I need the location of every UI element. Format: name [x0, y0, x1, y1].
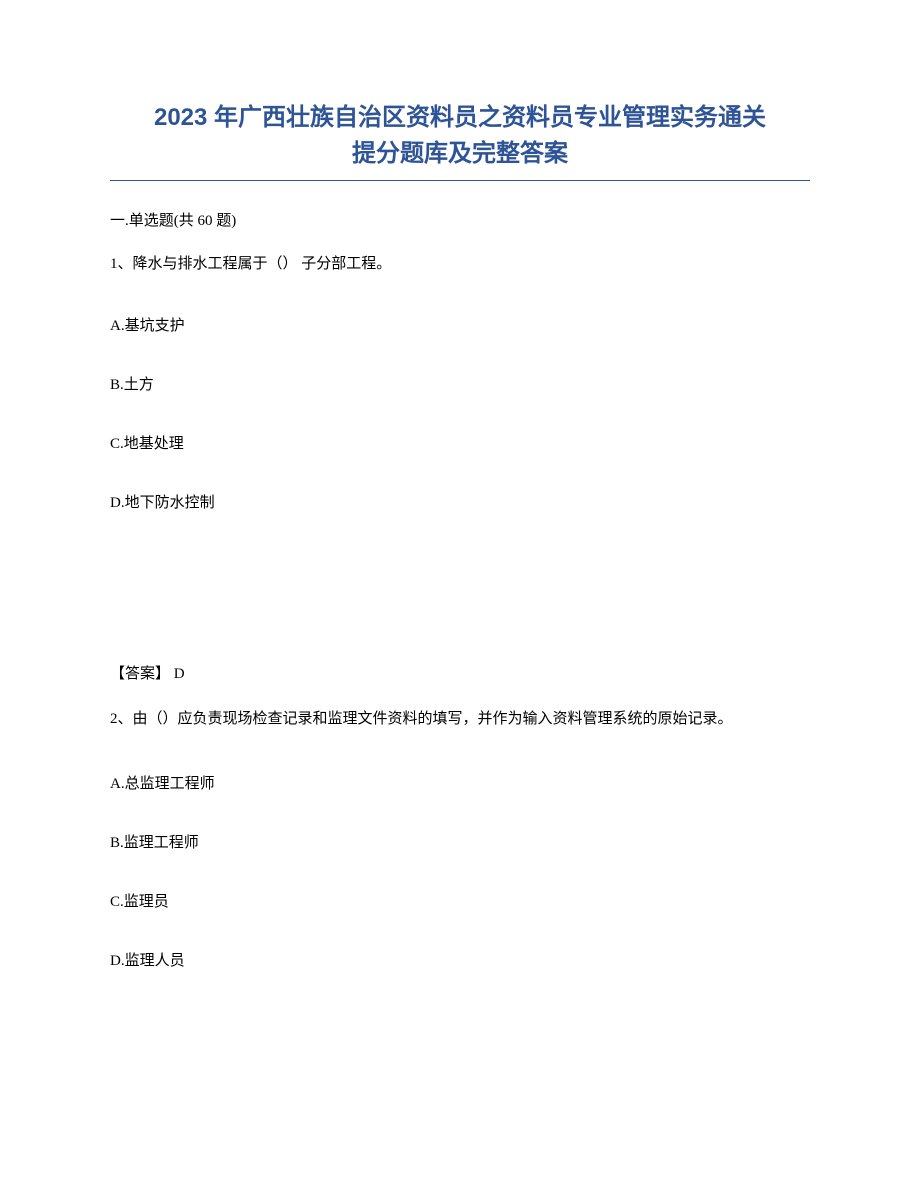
q2-option-d: D.监理人员	[110, 949, 810, 970]
q2-option-a: A.总监理工程师	[110, 772, 810, 793]
title-line-2: 提分题库及完整答案	[110, 136, 810, 172]
q2-stem: 2、由（）应负责现场检查记录和监理文件资料的填写，并作为输入资料管理系统的原始记…	[110, 705, 810, 734]
q1-answer: 【答案】 D	[110, 662, 810, 683]
q1-option-d: D.地下防水控制	[110, 491, 810, 512]
q1-stem: 1、降水与排水工程属于（） 子分部工程。	[110, 252, 810, 276]
q2-option-b: B.监理工程师	[110, 831, 810, 852]
q2-option-c: C.监理员	[110, 890, 810, 911]
q1-option-c: C.地基处理	[110, 432, 810, 453]
document-title: 2023 年广西壮族自治区资料员之资料员专业管理实务通关 提分题库及完整答案	[110, 100, 810, 172]
q1-option-a: A.基坑支护	[110, 314, 810, 335]
title-line-1: 2023 年广西壮族自治区资料员之资料员专业管理实务通关	[110, 100, 810, 136]
section-label: 一.单选题(共 60 题)	[110, 209, 810, 230]
q1-option-b: B.土方	[110, 373, 810, 394]
title-underline	[110, 180, 810, 181]
